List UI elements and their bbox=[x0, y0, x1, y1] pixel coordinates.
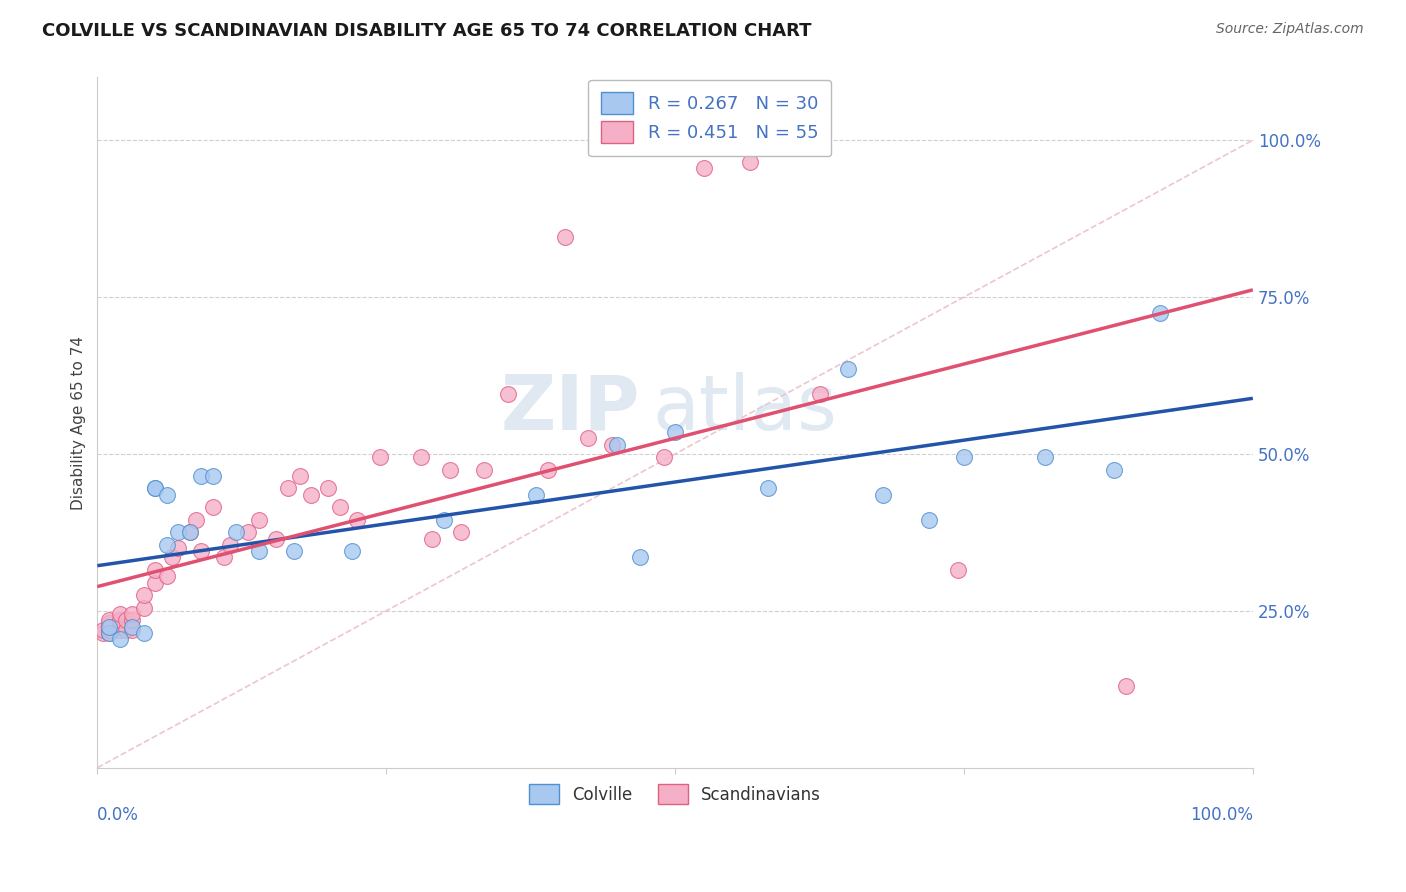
Point bbox=[214, 550, 236, 565]
Point bbox=[115, 613, 138, 627]
Point bbox=[1149, 306, 1171, 320]
Point bbox=[121, 613, 143, 627]
Point bbox=[201, 500, 224, 515]
Point bbox=[628, 550, 651, 565]
Point bbox=[918, 513, 941, 527]
Point bbox=[329, 500, 352, 515]
Point bbox=[948, 563, 970, 577]
Point bbox=[247, 544, 270, 558]
Point bbox=[179, 525, 201, 540]
Point bbox=[143, 575, 166, 590]
Text: ZIP: ZIP bbox=[501, 372, 640, 446]
Point bbox=[97, 619, 120, 633]
Point bbox=[110, 613, 132, 627]
Point bbox=[97, 616, 120, 631]
Point bbox=[132, 588, 155, 602]
Point bbox=[247, 513, 270, 527]
Point bbox=[162, 550, 184, 565]
Point bbox=[97, 613, 120, 627]
Point bbox=[97, 623, 120, 637]
Point bbox=[132, 625, 155, 640]
Point bbox=[115, 623, 138, 637]
Point bbox=[91, 623, 114, 637]
Point bbox=[110, 607, 132, 621]
Point bbox=[110, 623, 132, 637]
Point bbox=[808, 387, 831, 401]
Point bbox=[740, 155, 762, 169]
Point bbox=[156, 569, 179, 583]
Text: 0.0%: 0.0% bbox=[97, 805, 139, 823]
Point bbox=[450, 525, 472, 540]
Point bbox=[121, 607, 143, 621]
Point bbox=[370, 450, 392, 464]
Point bbox=[225, 525, 247, 540]
Point bbox=[526, 488, 548, 502]
Point bbox=[201, 469, 224, 483]
Point bbox=[693, 161, 716, 176]
Point bbox=[318, 482, 340, 496]
Point bbox=[132, 600, 155, 615]
Legend: Colville, Scandinavians: Colville, Scandinavians bbox=[523, 778, 828, 811]
Point bbox=[554, 230, 576, 244]
Point bbox=[346, 513, 368, 527]
Point bbox=[1033, 450, 1056, 464]
Point bbox=[496, 387, 519, 401]
Point bbox=[340, 544, 363, 558]
Point bbox=[236, 525, 259, 540]
Point bbox=[756, 482, 779, 496]
Point bbox=[167, 525, 190, 540]
Point bbox=[167, 541, 190, 555]
Point bbox=[121, 623, 143, 637]
Text: 100.0%: 100.0% bbox=[1189, 805, 1253, 823]
Point bbox=[288, 469, 311, 483]
Text: COLVILLE VS SCANDINAVIAN DISABILITY AGE 65 TO 74 CORRELATION CHART: COLVILLE VS SCANDINAVIAN DISABILITY AGE … bbox=[42, 22, 811, 40]
Point bbox=[277, 482, 299, 496]
Point bbox=[143, 563, 166, 577]
Point bbox=[433, 513, 456, 527]
Point bbox=[219, 538, 242, 552]
Point bbox=[837, 362, 859, 376]
Y-axis label: Disability Age 65 to 74: Disability Age 65 to 74 bbox=[72, 335, 86, 509]
Point bbox=[953, 450, 976, 464]
Point bbox=[606, 437, 628, 451]
Point bbox=[110, 619, 132, 633]
Text: atlas: atlas bbox=[652, 372, 837, 446]
Point bbox=[537, 462, 560, 476]
Point bbox=[156, 488, 179, 502]
Point bbox=[91, 625, 114, 640]
Point bbox=[179, 525, 201, 540]
Point bbox=[110, 632, 132, 646]
Point bbox=[266, 532, 288, 546]
Point bbox=[97, 625, 120, 640]
Point bbox=[578, 431, 600, 445]
Point bbox=[283, 544, 305, 558]
Point bbox=[409, 450, 432, 464]
Point bbox=[121, 619, 143, 633]
Point bbox=[97, 619, 120, 633]
Point bbox=[97, 625, 120, 640]
Point bbox=[156, 538, 179, 552]
Point bbox=[652, 450, 675, 464]
Point bbox=[190, 544, 212, 558]
Point bbox=[474, 462, 496, 476]
Point bbox=[872, 488, 894, 502]
Point bbox=[143, 482, 166, 496]
Point bbox=[1115, 679, 1137, 693]
Point bbox=[190, 469, 212, 483]
Text: Source: ZipAtlas.com: Source: ZipAtlas.com bbox=[1216, 22, 1364, 37]
Point bbox=[299, 488, 322, 502]
Point bbox=[439, 462, 461, 476]
Point bbox=[184, 513, 207, 527]
Point bbox=[143, 482, 166, 496]
Point bbox=[664, 425, 686, 439]
Point bbox=[422, 532, 444, 546]
Point bbox=[1102, 462, 1125, 476]
Point bbox=[600, 437, 623, 451]
